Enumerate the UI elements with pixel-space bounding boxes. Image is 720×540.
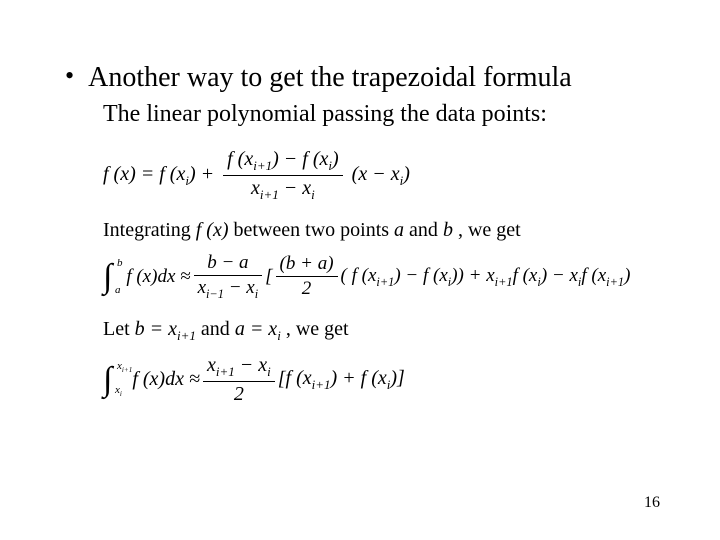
eq1-fraction: f (xi+1) − f (xi) xi+1 − xi xyxy=(223,148,343,203)
eq3-tail: ( f (xi+1) − f (xi)) + xi+1f (xi) − xif … xyxy=(341,265,631,290)
subheading: The linear polynomial passing the data p… xyxy=(103,101,680,128)
integral-sign-2: ∫ xi+1 xi xyxy=(103,363,112,397)
equation-linear-interp: f (x) = f (xi) + f (xi+1) − f (xi) xi+1 … xyxy=(103,148,680,203)
bullet-row: • Another way to get the trapezoidal for… xyxy=(55,60,680,95)
eq5-frac: xi+1 − xi 2 xyxy=(203,354,275,406)
bullet-marker: • xyxy=(65,60,74,91)
eq3-frac1: b − a xi−1 − xi xyxy=(194,252,263,302)
slide: • Another way to get the trapezoidal for… xyxy=(0,0,720,540)
eq5-tail: f (xi+1) + f (xi)] xyxy=(286,367,405,393)
bullet-text: Another way to get the trapezoidal formu… xyxy=(88,60,572,95)
equation-trapezoid: ∫ xi+1 xi f (x)dx ≈ xi+1 − xi 2 [ f (xi+… xyxy=(103,354,680,406)
integrating-text: Integrating f (x) between two points a a… xyxy=(103,219,680,242)
integral-sign: ∫ b a xyxy=(103,260,112,294)
page-number: 16 xyxy=(644,494,660,512)
eq3-frac2: (b + a) 2 xyxy=(276,253,338,300)
eq1-lhs: f (x) = f (xi) + xyxy=(103,163,214,189)
let-text: Let b = xi+1 and a = xi , we get xyxy=(103,318,680,344)
eq1-rhs: (x − xi) xyxy=(352,163,410,189)
equation-integrated: ∫ b a f (x)dx ≈ b − a xi−1 − xi [ (b + a… xyxy=(103,252,680,302)
